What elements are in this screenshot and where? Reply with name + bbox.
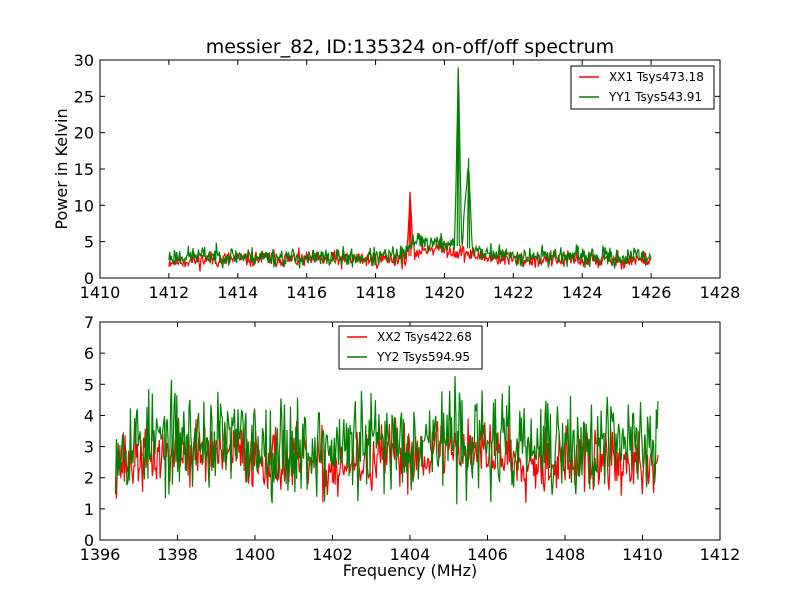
y-tick-label: 0 [84, 531, 94, 550]
x-tick-label: 1398 [157, 545, 198, 564]
x-tick-label: 1422 [493, 283, 534, 302]
x-tick-label: 1408 [545, 545, 586, 564]
x-tick-label: 1396 [80, 545, 121, 564]
chart-title: messier_82, ID:135324 on-off/off spectru… [206, 36, 614, 58]
bottom-panel-ticks: 1396 1398 1400 1402 1404 1406 1408 1410 1412 0 1 2 3… [80, 313, 741, 564]
bottom-panel-legend: XX2 Tsys422.68 YY2 Tsys594.95 [338, 325, 483, 370]
top-panel-ticks: 1410 1412 1414 1416 1418 1420 1422 1424 1426 1428… [74, 51, 741, 302]
y-tick-label: 3 [84, 438, 94, 457]
bottom-spectrum-panel: Frequency (MHz) 1396 1398 1400 1402 1404 1406… [80, 313, 741, 580]
x-tick-label: 1420 [424, 283, 465, 302]
y-tick-label: 25 [74, 87, 94, 106]
x-tick-label: 1414 [217, 283, 258, 302]
x-tick-label: 1406 [467, 545, 508, 564]
bottom-panel-series [114, 376, 659, 505]
y-tick-label: 10 [74, 196, 94, 215]
x-axis-label: Frequency (MHz) [343, 561, 477, 580]
x-tick-label: 1412 [149, 283, 190, 302]
y-tick-label: 15 [74, 160, 94, 179]
y-tick-label: 30 [74, 51, 94, 70]
series-line-xx1 [168, 191, 652, 272]
legend-label: YY2 Tsys594.95 [376, 350, 470, 364]
legend-box [570, 65, 715, 110]
series-line-yy1 [168, 67, 652, 269]
y-tick-label: 2 [84, 469, 94, 488]
x-tick-label: 1428 [700, 283, 741, 302]
x-tick-label: 1416 [286, 283, 327, 302]
x-tick-label: 1410 [622, 545, 663, 564]
x-tick-label: 1404 [390, 545, 431, 564]
bottom-panel-frame [99, 321, 721, 541]
y-tick-label: 20 [74, 124, 94, 143]
y-axis-label: Power in Kelvin [52, 108, 71, 229]
x-tick-label: 1410 [80, 283, 121, 302]
top-panel-legend: XX1 Tsys473.18 YY1 Tsys543.91 [570, 65, 715, 110]
series-line-yy2 [114, 376, 659, 505]
top-panel-frame [99, 59, 721, 279]
legend-label: YY1 Tsys543.91 [608, 90, 702, 104]
x-tick-label: 1412 [700, 545, 741, 564]
legend-label: XX1 Tsys473.18 [609, 70, 704, 84]
y-tick-label: 1 [84, 500, 94, 519]
top-spectrum-panel: messier_82, ID:135324 on-off/off spectru… [52, 36, 740, 302]
legend-box [338, 325, 483, 370]
top-panel-series [168, 67, 652, 272]
x-tick-label: 1418 [355, 283, 396, 302]
x-tick-label: 1426 [631, 283, 672, 302]
x-tick-label: 1402 [312, 545, 353, 564]
y-tick-label: 5 [84, 375, 94, 394]
y-tick-label: 7 [84, 313, 94, 332]
y-tick-label: 6 [84, 344, 94, 363]
y-tick-label: 0 [84, 269, 94, 288]
x-tick-label: 1400 [235, 545, 276, 564]
x-tick-label: 1424 [562, 283, 603, 302]
y-tick-label: 5 [84, 233, 94, 252]
legend-label: XX2 Tsys422.68 [377, 330, 472, 344]
y-tick-label: 4 [84, 406, 94, 425]
series-line-xx2 [114, 417, 659, 503]
